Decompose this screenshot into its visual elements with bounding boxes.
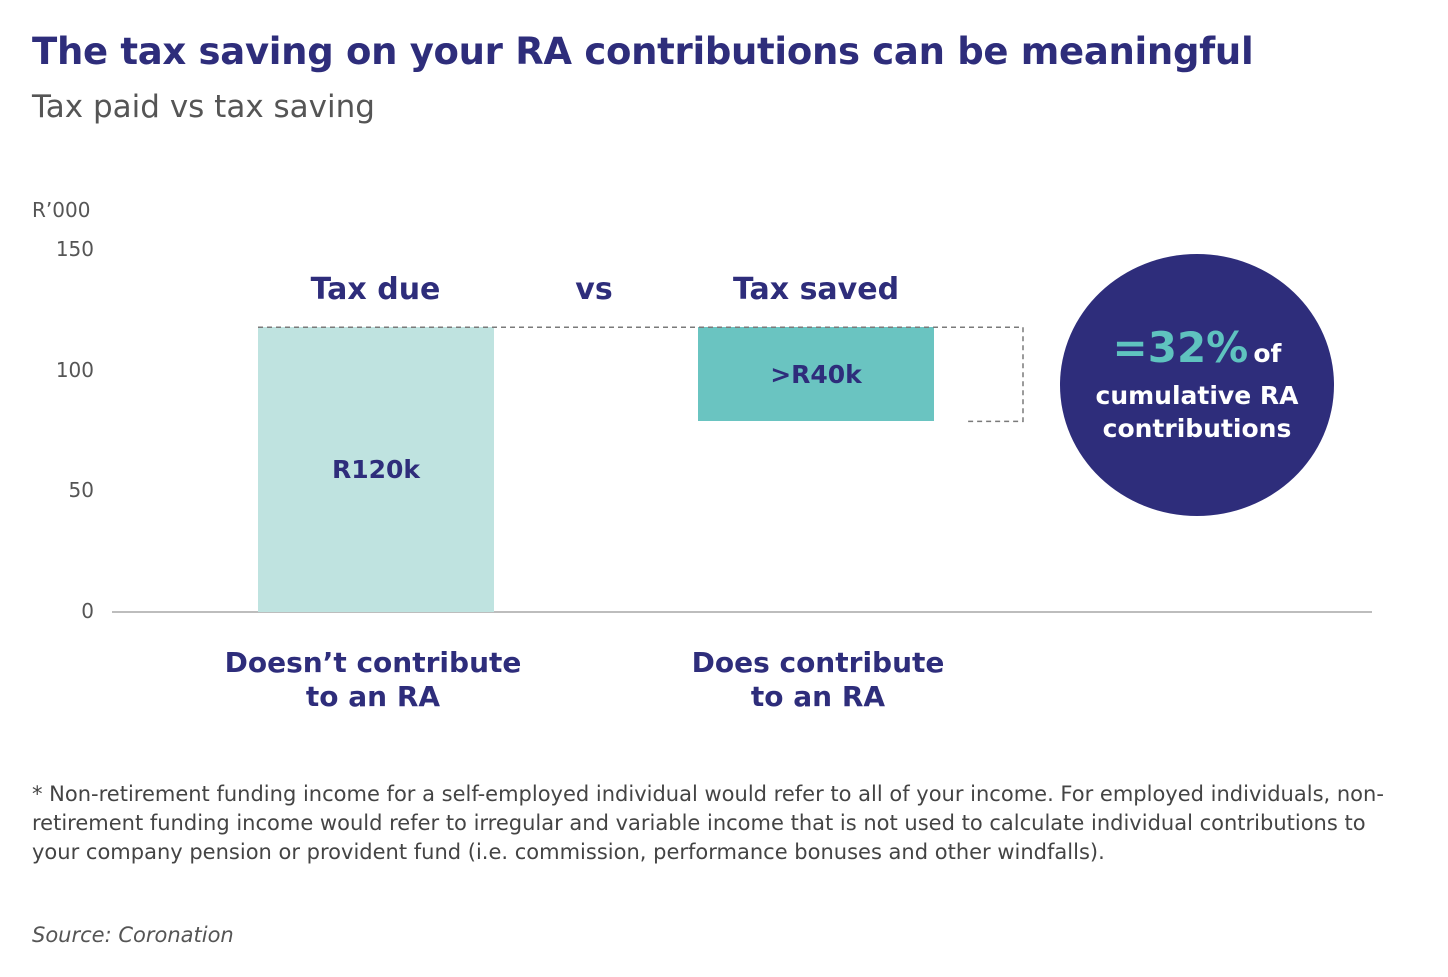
callout-of: of	[1253, 338, 1282, 368]
callout-line: =32% of	[1112, 322, 1282, 379]
y-tick-label: 50	[68, 478, 94, 503]
y-tick-label: 0	[81, 599, 94, 623]
bar-data-label: >R40k	[770, 359, 862, 389]
column-header-tax-due: Tax due	[310, 272, 441, 307]
percentage-callout-circle: =32% of cumulative RA contributions	[1060, 254, 1334, 516]
bar-tax-due: R120k	[258, 327, 494, 612]
callout-percentage: =32%	[1112, 322, 1249, 372]
footnote: * Non-retirement funding income for a se…	[32, 782, 1384, 864]
source-note: Source: Coronation	[32, 923, 234, 947]
y-axis-unit-label: R’000	[32, 198, 91, 222]
category-label-line: to an RA	[305, 680, 441, 713]
category-label-no-ra: Doesn’t contribute to an RA	[173, 646, 573, 714]
column-header-vs: vs	[575, 272, 613, 307]
category-label-line: to an RA	[750, 680, 886, 713]
category-label-line: Doesn’t contribute	[224, 646, 522, 679]
category-label-line: Does contribute	[691, 646, 945, 679]
callout-line: contributions	[1102, 413, 1292, 443]
chart-title: The tax saving on your RA contributions …	[32, 30, 1254, 73]
x-axis-baseline	[112, 611, 1372, 613]
y-tick-label: 150	[55, 237, 94, 261]
category-label-with-ra: Does contribute to an RA	[618, 646, 1018, 714]
chart-subtitle: Tax paid vs tax saving	[32, 89, 375, 125]
bar-tax-saved: >R40k	[698, 327, 934, 422]
bar-data-label: R120k	[331, 455, 421, 485]
dashed-bracket-guide	[968, 327, 1024, 423]
callout-line: cumulative RA	[1095, 380, 1299, 410]
y-tick-label: 100	[55, 357, 94, 382]
column-header-tax-saved: Tax saved	[732, 272, 900, 307]
